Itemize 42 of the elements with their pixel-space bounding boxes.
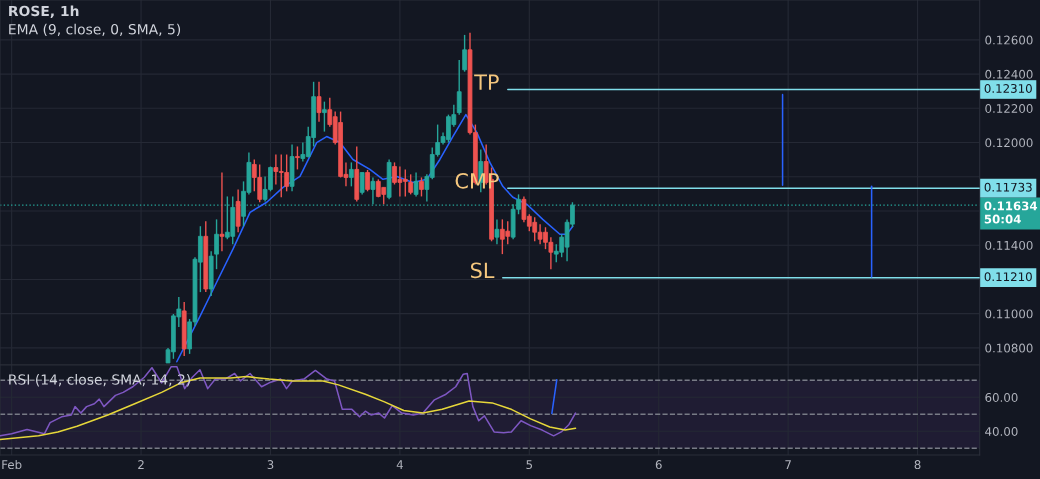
x-tick-label: Feb [2,459,22,470]
candlestick [316,81,322,123]
y-tick-label: 0.11000 [985,309,1033,319]
chart-title: ROSE, 1h [9,5,79,18]
data-label: 0.12310 [984,83,1032,93]
series-label: SL [470,262,495,279]
candlestick [295,145,300,171]
x-tick-label: 6 [655,460,662,470]
series-label: TP [474,74,499,90]
y-tick-label: 40.00 [985,426,1018,436]
x-tick-label: 4 [396,460,403,469]
line-series [0,365,577,437]
line-series [0,375,577,441]
candlestick [322,100,327,133]
y-tick-label: 0.10800 [985,343,1033,353]
x-tick-label: 8 [914,460,921,470]
ref-line-label: 0.11634 50:04 [984,201,1038,224]
y-tick-label: 0.12000 [985,138,1033,148]
candlestick [413,171,419,198]
candlestick [219,171,225,252]
candlestick [359,171,365,196]
candlestick [494,218,500,245]
x-tick-label: 5 [526,460,533,470]
candlestick [408,173,414,196]
y-tick-label: 0.12400 [985,69,1033,79]
text: EMA (9, close, 0, SMA, 5) [9,23,181,37]
y-tick-label: 60.00 [985,393,1018,402]
candlestick [462,34,467,73]
data-label: 0.11210 [984,272,1032,282]
x-tick-label: 7 [785,460,791,469]
y-tick-label: 0.12200 [985,104,1033,113]
y-tick-label: 0.12600 [985,35,1033,45]
line-series [176,113,574,363]
x-tick-label: 3 [267,460,274,470]
data-label: 0.11733 [984,182,1032,192]
candlestick [349,161,354,188]
candlestick [419,176,424,198]
candlestick [456,59,462,116]
x-tick-label: 2 [138,460,144,469]
candlestick [365,169,370,193]
y-tick-label: 0.11400 [985,240,1033,250]
candlestick [214,218,219,270]
